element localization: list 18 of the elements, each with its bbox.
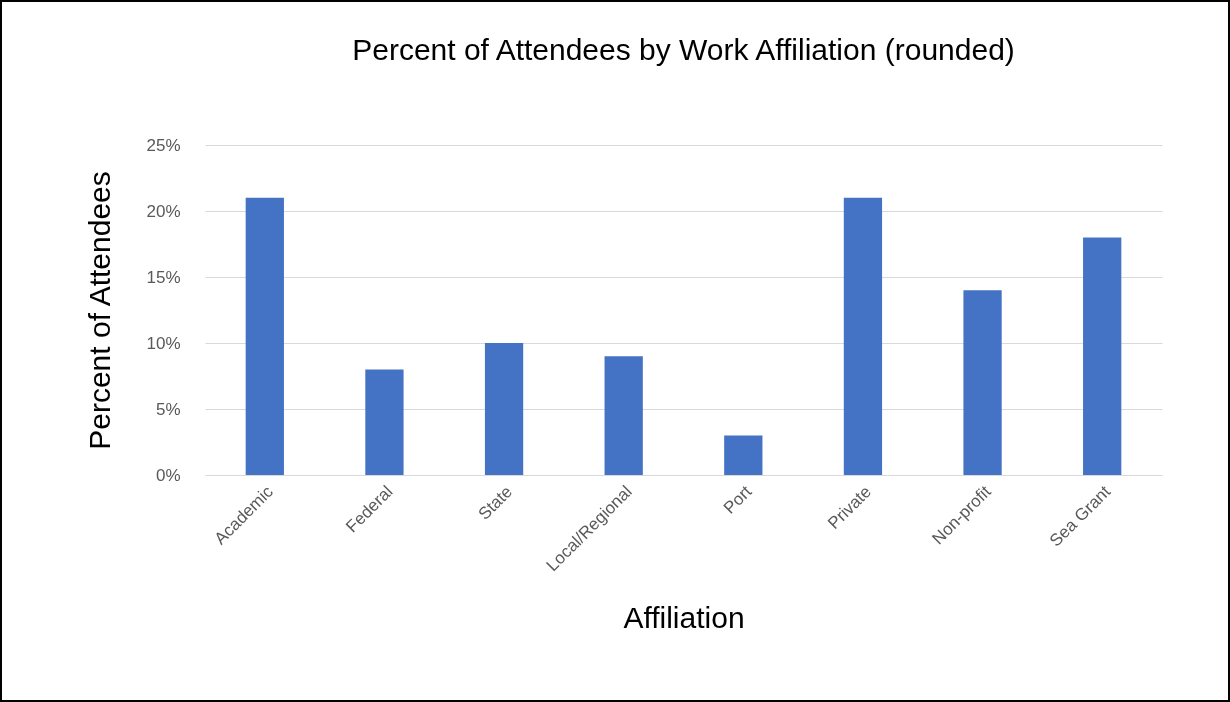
x-tick-label: Port bbox=[719, 481, 756, 518]
x-axis-title: Affiliation bbox=[623, 601, 745, 635]
y-tick-label: 15% bbox=[146, 267, 181, 287]
bar bbox=[963, 290, 1002, 475]
y-tick-label: 10% bbox=[146, 333, 181, 353]
bar bbox=[604, 356, 643, 475]
y-tick-label: 5% bbox=[155, 399, 181, 419]
bar bbox=[1083, 237, 1122, 475]
y-tick-label: 0% bbox=[155, 465, 181, 485]
bar bbox=[245, 197, 284, 475]
chart-title: Percent of Attendees by Work Affiliation (rounded) bbox=[352, 33, 1015, 66]
bar bbox=[484, 343, 524, 475]
y-tick-label: 25% bbox=[146, 135, 181, 155]
bar bbox=[724, 435, 763, 475]
y-axis-title: Percent of Attendees bbox=[83, 171, 117, 450]
bar bbox=[843, 197, 883, 475]
bar bbox=[365, 369, 404, 475]
y-tick-label: 20% bbox=[146, 201, 181, 221]
